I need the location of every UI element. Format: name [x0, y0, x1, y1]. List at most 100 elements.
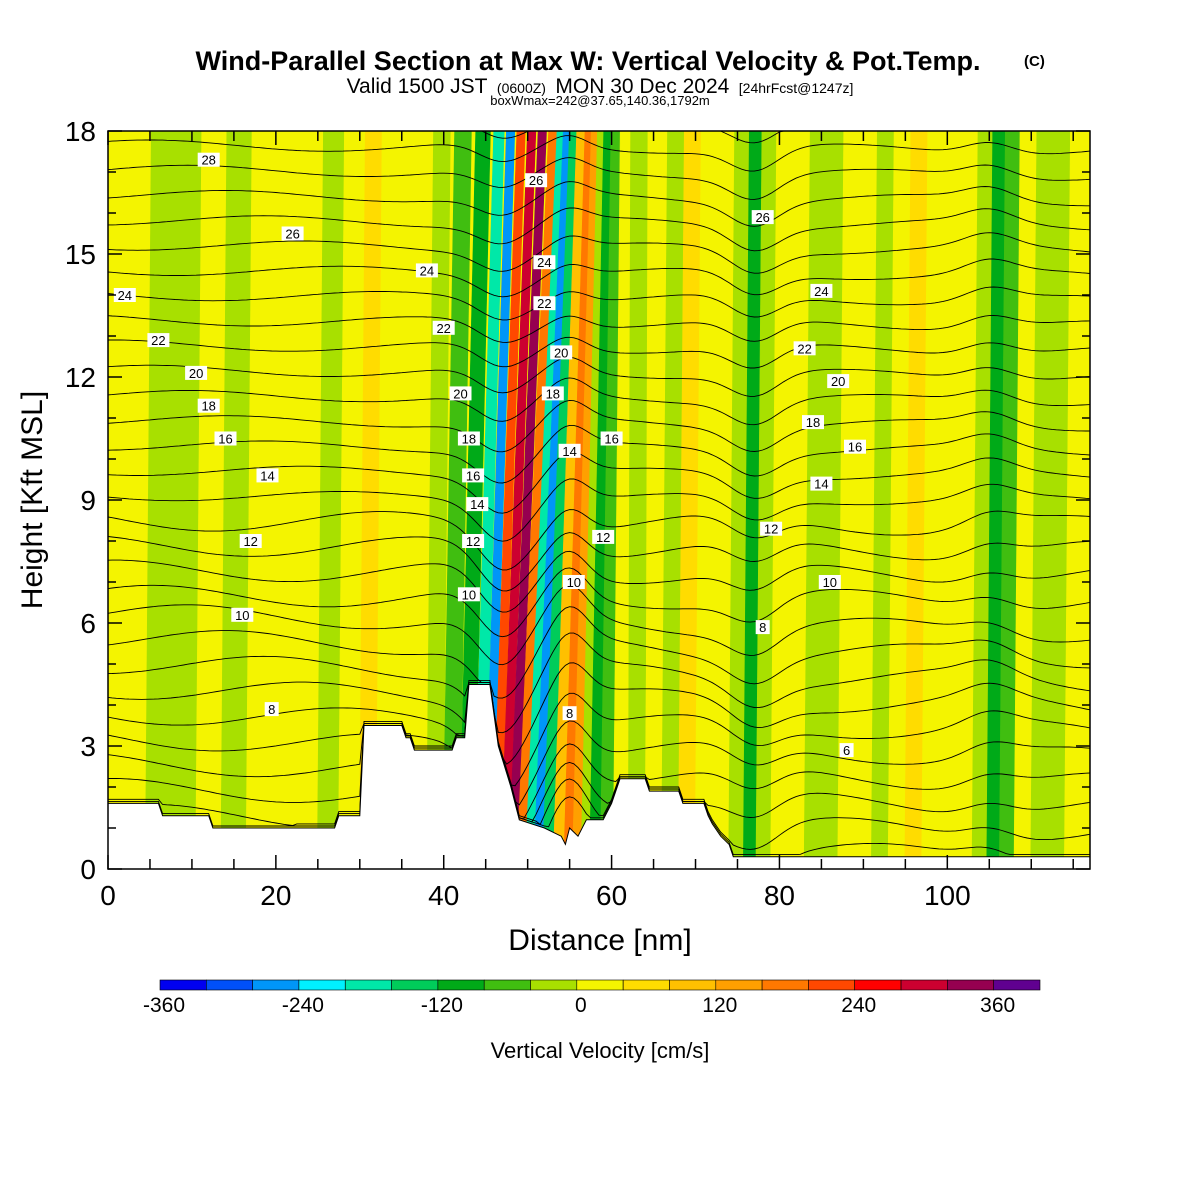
contour-label-text: 22 [537, 296, 551, 311]
contour-label-box [197, 152, 220, 167]
theta-contour [108, 682, 1090, 823]
contour-label-box [550, 345, 573, 360]
contour-label-text: 14 [814, 477, 828, 492]
contour-label: 12 [462, 534, 485, 549]
colorbar-tick-label: -120 [421, 994, 463, 1017]
theta-contour [108, 399, 1090, 453]
colorbar-swatch [206, 979, 253, 991]
contour-label-text: 26 [529, 173, 543, 188]
contour-label-text: 20 [831, 374, 845, 389]
contour-label-text: 24 [537, 255, 551, 270]
velocity-column [711, 131, 735, 869]
velocity-column [499, 131, 537, 869]
colorbar-swatch [808, 979, 856, 991]
contour-label: 6 [839, 743, 854, 758]
contour-label: 18 [197, 398, 220, 414]
y-tick-label: 0 [80, 854, 96, 885]
theta-contour [108, 135, 1090, 172]
theta-contour [108, 682, 1090, 820]
velocity-column [442, 131, 472, 869]
contour-label-text: 8 [268, 702, 275, 717]
contour-label: 22 [533, 296, 556, 311]
contour-label-text: 22 [151, 333, 165, 348]
theta-contour [108, 478, 1090, 542]
velocity-column [170, 131, 203, 869]
colorbar-swatch [947, 979, 995, 991]
contour-label-text: 24 [118, 288, 132, 303]
contour-label-box [592, 529, 615, 544]
contour-label: 20 [185, 365, 208, 381]
colorbar-tick-label: -360 [143, 994, 185, 1017]
contour-label-box [457, 587, 480, 602]
contour-label-text: 24 [814, 284, 828, 299]
colorbar-swatch [159, 979, 207, 991]
y-tick-label: 18 [65, 116, 96, 147]
colorbar-swatch [437, 979, 485, 991]
contour-label-text: 26 [755, 210, 769, 225]
contour-label-text: 28 [201, 153, 215, 168]
vertical-velocity-shading [108, 131, 1090, 869]
contour-label-box [256, 468, 279, 483]
chart-title: Wind-Parallel Section at Max W: Vertical… [196, 46, 981, 76]
colorbar: -360 -240 -120 0 120 240 360 [143, 979, 1041, 1017]
velocity-column [854, 131, 878, 869]
colorbar-swatch [761, 979, 809, 991]
contour-label-box [839, 743, 854, 758]
contour-label: 20 [827, 374, 850, 389]
x-tick-label: 40 [428, 880, 459, 911]
contour-label-box [600, 431, 623, 446]
contour-label: 26 [281, 226, 304, 242]
contour-label: 28 [197, 152, 220, 168]
velocity-column [375, 131, 400, 869]
colorbar-swatch [483, 979, 531, 991]
theta-contour [108, 424, 1090, 484]
velocity-column [904, 131, 929, 869]
colorbar-swatch [900, 979, 948, 991]
contour-label-box [147, 333, 170, 348]
colorbar-swatch [576, 979, 624, 991]
theta-contour [108, 258, 1090, 298]
colorbar-label: Vertical Velocity [cm/s] [491, 1038, 710, 1063]
contour-label-text: 20 [189, 366, 203, 381]
y-axis-label: Height [Kft MSL] [16, 391, 49, 609]
colorbar-swatch [622, 979, 670, 991]
y-tick-label: 3 [80, 731, 96, 762]
colorbar-swatch [252, 979, 300, 991]
colorbar-swatch [298, 979, 346, 991]
theta-contour [108, 679, 1090, 850]
contour-label: 12 [239, 534, 262, 549]
velocity-column [524, 131, 566, 869]
colorbar-tick-label: 0 [575, 994, 587, 1017]
contour-label-box [466, 497, 489, 512]
theta-contour [108, 662, 1090, 765]
contour-label-text: 8 [759, 620, 766, 635]
colorbar-tick-label: 360 [980, 994, 1015, 1017]
contour-label-box [793, 341, 816, 356]
theta-contour [108, 682, 1090, 806]
contour-label-text: 14 [562, 444, 576, 459]
theta-contour [108, 509, 1090, 571]
contour-label: 14 [810, 476, 833, 492]
velocity-column [887, 131, 912, 869]
velocity-column [1013, 131, 1038, 869]
velocity-column [516, 131, 558, 869]
contour-label-box [214, 431, 237, 446]
theta-contour [108, 232, 1090, 274]
theta-contour [108, 584, 1090, 666]
contour-label: 16 [600, 431, 623, 447]
theta-contour [108, 606, 1090, 699]
contour-label: 20 [449, 386, 472, 401]
contour-label-box [449, 386, 472, 401]
x-tick-label: 20 [260, 880, 291, 911]
contour-label: 14 [558, 443, 581, 459]
copyright-mark: (C) [1024, 53, 1045, 70]
theta-contour [108, 377, 1090, 426]
contour-label: 18 [802, 415, 824, 430]
theta-contour [108, 567, 1090, 638]
contour-label-text: 18 [462, 432, 476, 447]
velocity-column [954, 131, 979, 869]
velocity-column [337, 131, 366, 869]
contour-label: 8 [264, 702, 279, 717]
contour-label-box [239, 534, 262, 548]
x-tick-label: 100 [924, 880, 971, 911]
